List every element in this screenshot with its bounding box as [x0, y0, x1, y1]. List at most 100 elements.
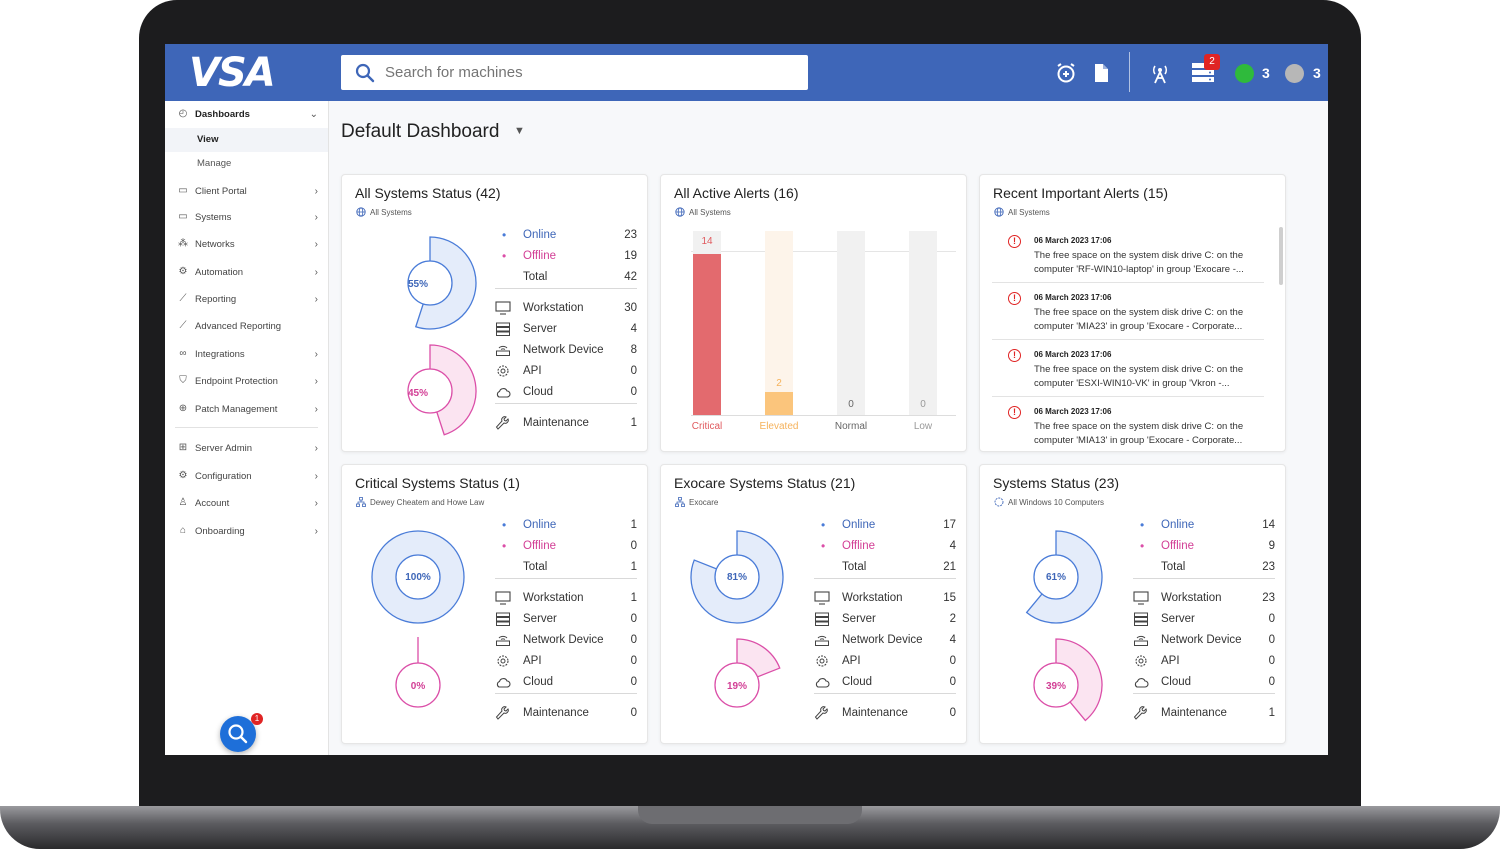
caret-down-icon[interactable]: ▼ — [514, 125, 525, 137]
chevron-right-icon: › — [314, 442, 318, 454]
stat-row-workstation[interactable]: Workstation 15 — [814, 588, 956, 608]
stat-label: Network Device — [523, 634, 604, 646]
stat-row-offline[interactable]: • Offline 4 — [814, 536, 956, 556]
sidebar-item-server-admin[interactable]: ⊞ Server Admin › — [165, 435, 328, 461]
offline-status-dot[interactable] — [1285, 64, 1304, 83]
chart-icon: ⟋ — [179, 320, 187, 331]
stat-row-server[interactable]: Server 2 — [814, 609, 956, 629]
sidebar-item-manage[interactable]: Manage — [197, 158, 232, 169]
alert-line: computer 'MIA23' in group 'Exocare - Cor… — [1034, 321, 1243, 332]
alert-text: The free space on the system disk drive … — [1034, 420, 1266, 448]
stat-row-online[interactable]: • Online 1 — [495, 515, 637, 535]
stat-row-server[interactable]: Server 4 — [495, 319, 637, 339]
stat-label: API — [523, 365, 542, 377]
search-input[interactable] — [385, 64, 785, 81]
sidebar-item-systems[interactable]: ▭ Systems › — [165, 204, 328, 230]
stat-row-offline[interactable]: • Offline 19 — [495, 246, 637, 266]
online-status-dot[interactable] — [1235, 64, 1254, 83]
alert-date: 06 March 2023 17:06 — [1034, 293, 1112, 302]
stat-row-cloud[interactable]: Cloud 0 — [495, 672, 637, 692]
window-icon: ▭ — [178, 185, 188, 196]
stat-row-cloud[interactable]: Cloud 0 — [495, 382, 637, 402]
stat-value: 0 — [630, 655, 637, 667]
server-icon — [496, 612, 510, 626]
stat-label: Offline — [523, 250, 557, 262]
alert-item[interactable]: ! 06 March 2023 17:06 The free space on th… — [992, 290, 1272, 346]
stat-row-api[interactable]: API 0 — [1133, 651, 1275, 671]
alert-item[interactable]: ! 06 March 2023 17:06 The free space on th… — [992, 404, 1272, 451]
stat-row-online[interactable]: • Online 23 — [495, 225, 637, 245]
sidebar-item-onboarding[interactable]: ⌂ Onboarding › — [165, 518, 328, 544]
sidebar-item-endpoint-protection[interactable]: ⛉ Endpoint Protection › — [165, 368, 328, 394]
sidebar-item-reporting[interactable]: ⟋ Reporting › — [165, 286, 328, 312]
help-search-button[interactable] — [220, 716, 256, 752]
vsa-logo[interactable]: VSA — [189, 50, 276, 96]
search-box[interactable] — [341, 55, 808, 90]
status-bullet-icon: • — [502, 539, 507, 553]
stat-row-workstation[interactable]: Workstation 1 — [495, 588, 637, 608]
sidebar-item-view[interactable]: View — [165, 128, 328, 152]
sidebar-item-client-portal[interactable]: ▭ Client Portal › — [165, 178, 328, 204]
alert-item[interactable]: ! 06 March 2023 17:06 The free space on th… — [992, 347, 1272, 403]
stat-label: Server — [523, 323, 557, 335]
stat-row-offline[interactable]: • Offline 0 — [495, 536, 637, 556]
stat-row-network[interactable]: Network Device 4 — [814, 630, 956, 650]
sidebar-item-label: Configuration — [195, 470, 252, 482]
stat-value: 1 — [1268, 707, 1275, 719]
stat-row-server[interactable]: Server 0 — [495, 609, 637, 629]
card-exocare-systems: Exocare Systems Status (21) Exocare 81% … — [660, 464, 967, 744]
stat-row-online[interactable]: • Online 14 — [1133, 515, 1275, 535]
document-icon[interactable] — [1090, 62, 1112, 84]
sidebar-item-integrations[interactable]: ∞ Integrations › — [165, 341, 328, 367]
bar-elevated[interactable] — [765, 392, 793, 415]
stat-row-maintenance[interactable]: Maintenance 0 — [814, 703, 956, 723]
sidebar-item-automation[interactable]: ⚙ Automation › — [165, 259, 328, 285]
stat-row-cloud[interactable]: Cloud 0 — [1133, 672, 1275, 692]
sidebar-item-advanced-reporting[interactable]: ⟋ Advanced Reporting — [165, 313, 328, 339]
stat-row-network[interactable]: Network Device 0 — [1133, 630, 1275, 650]
online-donut — [382, 235, 478, 336]
stat-label: Network Device — [842, 634, 923, 646]
stat-row-total[interactable]: Total 21 — [814, 557, 956, 577]
stat-row-maintenance[interactable]: Maintenance 0 — [495, 703, 637, 723]
alert-item[interactable]: ! 06 March 2023 17:06 The free space on th… — [992, 233, 1272, 289]
stat-label: Workstation — [1161, 592, 1222, 604]
stat-row-server[interactable]: Server 0 — [1133, 609, 1275, 629]
alarm-clock-icon[interactable] — [1055, 62, 1077, 84]
card-title: All Active Alerts (16) — [674, 185, 799, 201]
scrollbar-thumb[interactable] — [1279, 227, 1283, 285]
stat-row-api[interactable]: API 0 — [495, 651, 637, 671]
stat-row-network[interactable]: Network Device 0 — [495, 630, 637, 650]
stat-row-offline[interactable]: • Offline 9 — [1133, 536, 1275, 556]
network-device-icon — [1134, 635, 1148, 646]
sidebar-item-account[interactable]: ♙ Account › — [165, 490, 328, 516]
stat-row-workstation[interactable]: Workstation 30 — [495, 298, 637, 318]
stat-row-cloud[interactable]: Cloud 0 — [814, 672, 956, 692]
alert-date: 06 March 2023 17:06 — [1034, 350, 1112, 359]
antenna-icon[interactable] — [1149, 62, 1171, 84]
stat-value: 23 — [1262, 561, 1275, 573]
stat-label: Network Device — [1161, 634, 1242, 646]
stat-row-total[interactable]: Total 42 — [495, 267, 637, 287]
sidebar-item-patch-management[interactable]: ⊕ Patch Management › — [165, 396, 328, 422]
stat-row-api[interactable]: API 0 — [814, 651, 956, 671]
stat-row-maintenance[interactable]: Maintenance 1 — [495, 413, 637, 433]
online-percent: 81% — [726, 572, 747, 583]
status-bullet-icon: • — [1140, 518, 1145, 532]
sidebar-item-dashboards[interactable]: ◴ Dashboards ⌄ — [165, 101, 328, 127]
stat-row-workstation[interactable]: Workstation 23 — [1133, 588, 1275, 608]
onboarding-icon: ⌂ — [179, 525, 187, 536]
stat-row-total[interactable]: Total 1 — [495, 557, 637, 577]
sidebar-item-networks[interactable]: ⁂ Networks › — [165, 231, 328, 257]
stat-row-maintenance[interactable]: Maintenance 1 — [1133, 703, 1275, 723]
offline-donut-chart — [407, 344, 477, 436]
online-donut — [689, 529, 785, 630]
offline-percent: 0% — [410, 681, 426, 692]
bar-critical[interactable] — [693, 254, 721, 415]
stat-row-total[interactable]: Total 23 — [1133, 557, 1275, 577]
stat-row-api[interactable]: API 0 — [495, 361, 637, 381]
sidebar-item-configuration[interactable]: ⚙ Configuration › — [165, 463, 328, 489]
stat-row-online[interactable]: • Online 17 — [814, 515, 956, 535]
stat-row-network[interactable]: Network Device 8 — [495, 340, 637, 360]
chevron-right-icon: › — [314, 497, 318, 509]
